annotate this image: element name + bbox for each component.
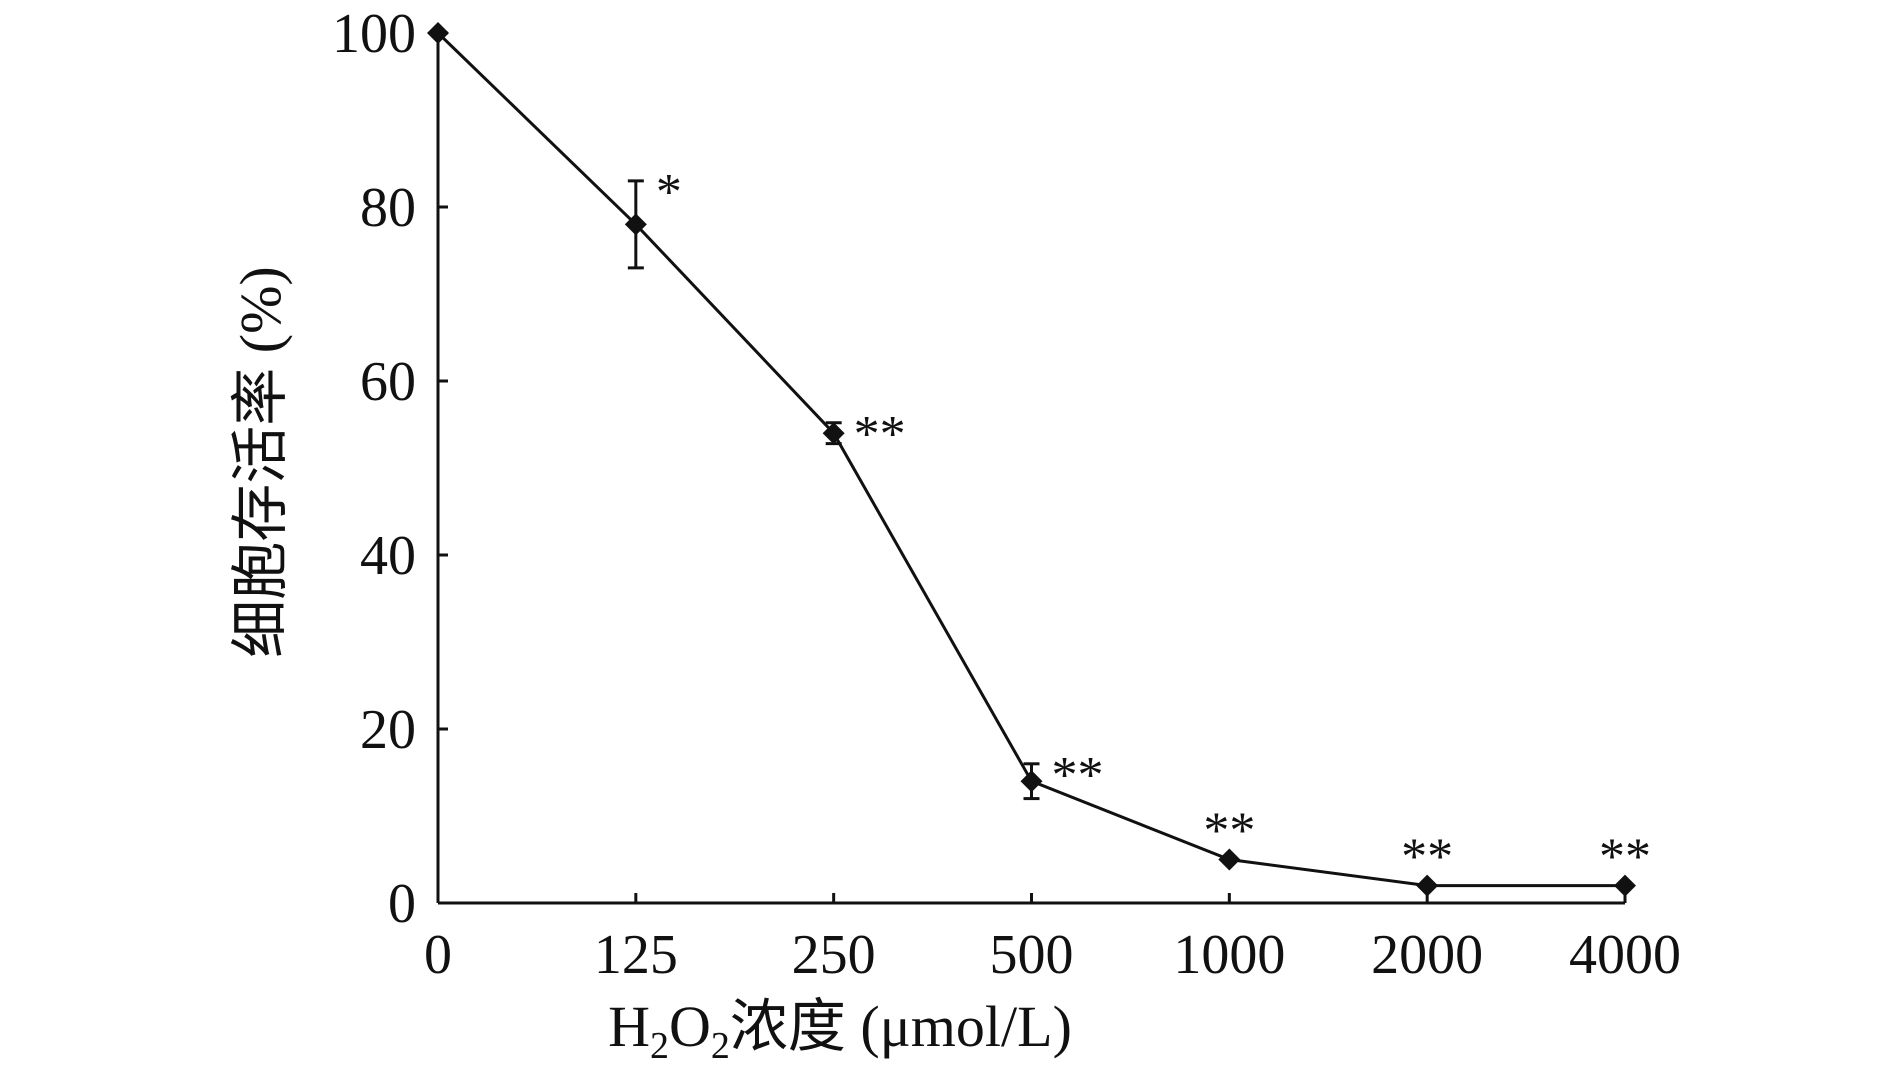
- x-tick-label: 0: [424, 924, 452, 986]
- x-axis-ticks: 0 125 250 500 1000 2000 4000: [424, 893, 1681, 986]
- x-tick-label: 250: [792, 924, 876, 986]
- x-axis-title: H2O2浓度 (μmol/L): [608, 994, 1072, 1063]
- series-layer: [427, 22, 1636, 897]
- x-title-sub1: 2: [650, 1025, 669, 1063]
- y-tick-label: 40: [360, 525, 416, 587]
- data-point: [427, 22, 449, 44]
- x-tick-label: 4000: [1569, 924, 1681, 986]
- y-tick-label: 20: [360, 699, 416, 761]
- data-point: [1218, 848, 1241, 871]
- significance-label: **: [1203, 803, 1255, 860]
- x-title-mid: O: [669, 994, 711, 1059]
- significance-label: *: [656, 164, 682, 221]
- x-title-prefix: H: [608, 994, 650, 1059]
- x-title-suffix: 浓度 (μmol/L): [730, 994, 1072, 1059]
- significance-label: **: [1599, 829, 1651, 886]
- labels-layer: ******* ** **: [656, 164, 1651, 886]
- y-tick-label: 100: [332, 3, 416, 65]
- x-tick-label: 500: [990, 924, 1074, 986]
- significance-label: **: [854, 406, 906, 463]
- y-axis-ticks: 0 20 40 60 80 100: [332, 3, 448, 935]
- y-tick-label: 60: [360, 351, 416, 413]
- significance-label: **: [1401, 829, 1453, 886]
- x-tick-label: 2000: [1371, 924, 1483, 986]
- data-point: [1416, 874, 1439, 897]
- x-title-sub2: 2: [711, 1025, 730, 1063]
- y-tick-label: 80: [360, 177, 416, 239]
- series-line: [436, 31, 1625, 888]
- y-tick-label: 0: [388, 873, 416, 935]
- y-axis-title: 细胞存活率 (%): [228, 266, 293, 657]
- x-tick-label: 125: [594, 924, 678, 986]
- data-point: [822, 422, 845, 445]
- significance-label: **: [1052, 747, 1104, 804]
- data-point: [1020, 770, 1043, 793]
- data-point: [624, 213, 647, 236]
- x-tick-label: 1000: [1173, 924, 1285, 986]
- data-point: [1614, 874, 1636, 897]
